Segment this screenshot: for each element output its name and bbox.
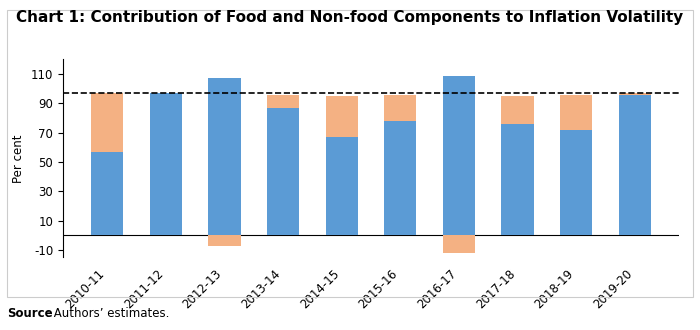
- Bar: [619, 95, 651, 235]
- Bar: [91, 152, 123, 235]
- Bar: [326, 137, 358, 235]
- Bar: [501, 96, 533, 124]
- Bar: [560, 95, 592, 130]
- Bar: [209, 79, 241, 235]
- Text: : Authors’ estimates.: : Authors’ estimates.: [46, 307, 169, 320]
- Bar: [619, 93, 651, 95]
- Bar: [560, 130, 592, 235]
- Text: Source: Source: [7, 307, 52, 320]
- Bar: [501, 124, 533, 235]
- Bar: [443, 76, 475, 235]
- Bar: [91, 93, 123, 152]
- Y-axis label: Per cent: Per cent: [13, 134, 25, 182]
- Bar: [209, 235, 241, 246]
- Bar: [443, 235, 475, 253]
- Bar: [384, 121, 416, 235]
- Bar: [384, 95, 416, 121]
- Bar: [150, 93, 182, 235]
- Bar: [267, 95, 299, 108]
- Bar: [267, 108, 299, 235]
- Text: Chart 1: Contribution of Food and Non-food Components to Inflation Volatility: Chart 1: Contribution of Food and Non-fo…: [16, 10, 684, 25]
- Bar: [326, 96, 358, 137]
